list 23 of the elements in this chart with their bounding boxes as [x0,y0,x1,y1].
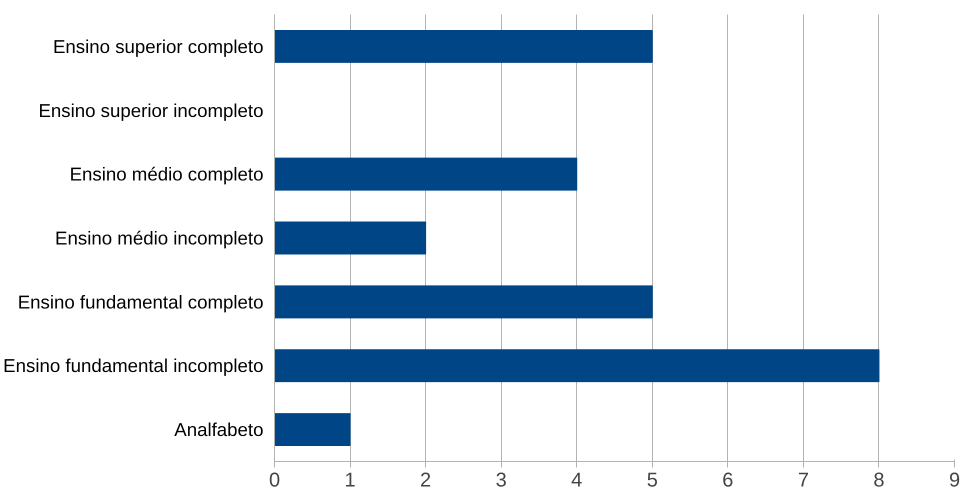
bar [274,158,578,191]
x-tick-label: 6 [722,470,734,489]
x-tick-label: 7 [798,470,809,489]
bar [274,349,880,382]
x-tick-label: 2 [420,470,432,489]
x-tick-label: 4 [571,470,582,489]
x-tick-label: 1 [344,470,356,489]
y-tick-label: Ensino médio completo [70,164,264,185]
x-tick-label: 9 [948,470,960,489]
bar [274,30,653,63]
bar [274,222,426,254]
bar [274,285,653,318]
y-tick-label: Ensino superior incompleto [38,100,264,121]
x-tick-label: 0 [268,470,280,489]
x-tick-label: 8 [873,470,885,489]
x-tick-label: 5 [646,470,658,489]
y-tick-label: Ensino superior completo [52,36,264,57]
bar [274,413,351,446]
y-tick-label: Ensino fundamental incompleto [3,355,264,376]
x-tick-label: 3 [496,470,507,489]
y-tick-label: Ensino fundamental completo [18,291,264,312]
y-tick-label: Analfabeto [174,419,264,440]
y-tick-label: Ensino médio incompleto [55,228,264,248]
